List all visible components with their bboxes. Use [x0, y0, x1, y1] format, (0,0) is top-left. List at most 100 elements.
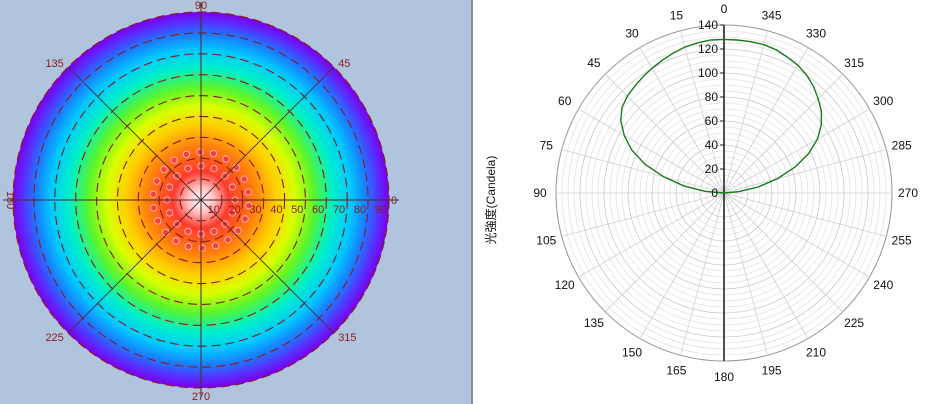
angle-spoke — [723, 73, 844, 194]
radial-tick-label: 20 — [705, 162, 719, 176]
angle-label: 150 — [622, 345, 642, 359]
radial-label: 70 — [333, 204, 345, 216]
radial-tick-label: 100 — [698, 66, 718, 80]
radial-tick-label: 140 — [698, 18, 718, 32]
hotspot-marker — [166, 209, 174, 217]
angle-spoke — [723, 108, 870, 194]
angle-label: 225 — [45, 332, 63, 344]
hotspot-marker — [160, 165, 168, 173]
hotspot-marker — [244, 188, 252, 196]
hotspot-marker — [170, 156, 178, 164]
angle-label: 210 — [806, 345, 826, 359]
polar-line-panel: 0 20 40 60 80 100 120 140 0 15 30 45 60 75 90 105 120 135… — [473, 0, 927, 404]
angle-label: 180 — [4, 191, 16, 209]
angle-label: 135 — [584, 316, 604, 330]
y-axis-label: 光強度(Candela) — [483, 156, 498, 245]
hotspot-marker — [241, 215, 249, 223]
hotspot-marker — [210, 227, 218, 235]
angle-label: 300 — [873, 94, 893, 108]
polar-heatmap-chart: 0 45 90 135 180 225 270 315 10 20 30 40 50 60 70 80 90 — [3, 0, 399, 403]
hotspot-marker — [153, 177, 161, 185]
hotspot-marker — [172, 237, 180, 245]
angle-label: 0 — [721, 2, 728, 16]
angle-spoke — [67, 66, 202, 201]
hotspot-marker — [245, 202, 253, 210]
hotspot-marker — [166, 183, 174, 191]
angle-spoke — [723, 30, 768, 194]
angle-spoke — [639, 47, 725, 194]
hotspot-marker — [198, 244, 206, 252]
angle-label: 60 — [558, 94, 572, 108]
angle-label: 45 — [338, 58, 350, 70]
angle-label: 345 — [762, 8, 782, 22]
hotspot-marker — [182, 150, 190, 158]
radial-tick-label: 0 — [711, 186, 718, 200]
angle-spoke — [680, 30, 725, 194]
panel-divider — [471, 0, 473, 404]
angle-label: 180 — [714, 370, 734, 384]
angle-label: 255 — [892, 234, 912, 248]
angle-label: 30 — [625, 27, 639, 41]
angle-label: 225 — [844, 316, 864, 330]
angle-label: 90 — [195, 0, 207, 12]
angle-spoke — [578, 108, 725, 194]
hotspot-marker — [232, 164, 241, 172]
angle-spoke — [723, 47, 809, 194]
angle-spoke — [67, 199, 202, 334]
angle-spoke — [604, 192, 725, 313]
angle-label: 75 — [540, 138, 554, 152]
hotspot-marker — [224, 236, 232, 244]
angle-label: 90 — [533, 186, 547, 200]
angle-spoke — [200, 66, 335, 201]
angle-spoke — [723, 192, 768, 356]
angle-label: 135 — [45, 58, 63, 70]
angle-label: 270 — [192, 391, 210, 403]
angle-label: 45 — [587, 56, 601, 70]
angle-label: 315 — [338, 332, 356, 344]
angle-label: 315 — [844, 56, 864, 70]
radial-label: 60 — [312, 204, 324, 216]
radial-tick-label: 40 — [705, 138, 719, 152]
hotspot-marker — [240, 175, 248, 183]
angle-spoke — [561, 149, 725, 194]
hotspot-marker — [196, 148, 204, 156]
hotspot-marker — [149, 190, 157, 198]
angle-spoke — [639, 192, 725, 339]
angle-spoke — [680, 192, 725, 356]
hotspot-marker — [228, 183, 236, 191]
angle-label: 0 — [391, 195, 397, 207]
angle-spoke — [723, 149, 887, 194]
radial-label: 30 — [249, 204, 261, 216]
hotspot-marker — [209, 150, 218, 158]
radial-label: 50 — [291, 204, 303, 216]
hotspot-marker — [154, 217, 162, 225]
polar-heatmap-panel: 0 45 90 135 180 225 270 315 10 20 30 40 50 60 70 80 90 — [0, 0, 471, 404]
angle-label: 285 — [892, 138, 912, 152]
angle-spoke — [723, 192, 870, 278]
angle-spoke — [723, 192, 844, 313]
hotspot-marker — [210, 165, 218, 173]
radial-label: 10 — [208, 204, 220, 216]
hotspot-marker — [222, 155, 230, 163]
angle-spoke — [723, 192, 887, 237]
hotspot-marker — [184, 165, 192, 173]
angle-label: 270 — [898, 186, 918, 200]
radial-label: 20 — [229, 204, 241, 216]
hotspot-marker — [184, 227, 192, 235]
radial-label: 40 — [270, 204, 282, 216]
hotspot-marker — [184, 242, 193, 250]
angle-label: 165 — [666, 364, 686, 378]
radial-tick-label: 60 — [705, 114, 719, 128]
angle-label: 120 — [555, 278, 575, 292]
angle-label: 195 — [762, 364, 782, 378]
series-line — [620, 38, 823, 194]
angle-spoke — [200, 199, 335, 334]
angle-spoke — [723, 192, 809, 339]
angle-spoke — [578, 192, 725, 278]
angle-label: 240 — [873, 278, 893, 292]
radial-label: 80 — [354, 204, 366, 216]
hotspot-marker — [150, 204, 158, 212]
angle-spoke — [561, 192, 725, 237]
radial-tick-label: 80 — [705, 90, 719, 104]
hotspot-marker — [161, 228, 170, 236]
